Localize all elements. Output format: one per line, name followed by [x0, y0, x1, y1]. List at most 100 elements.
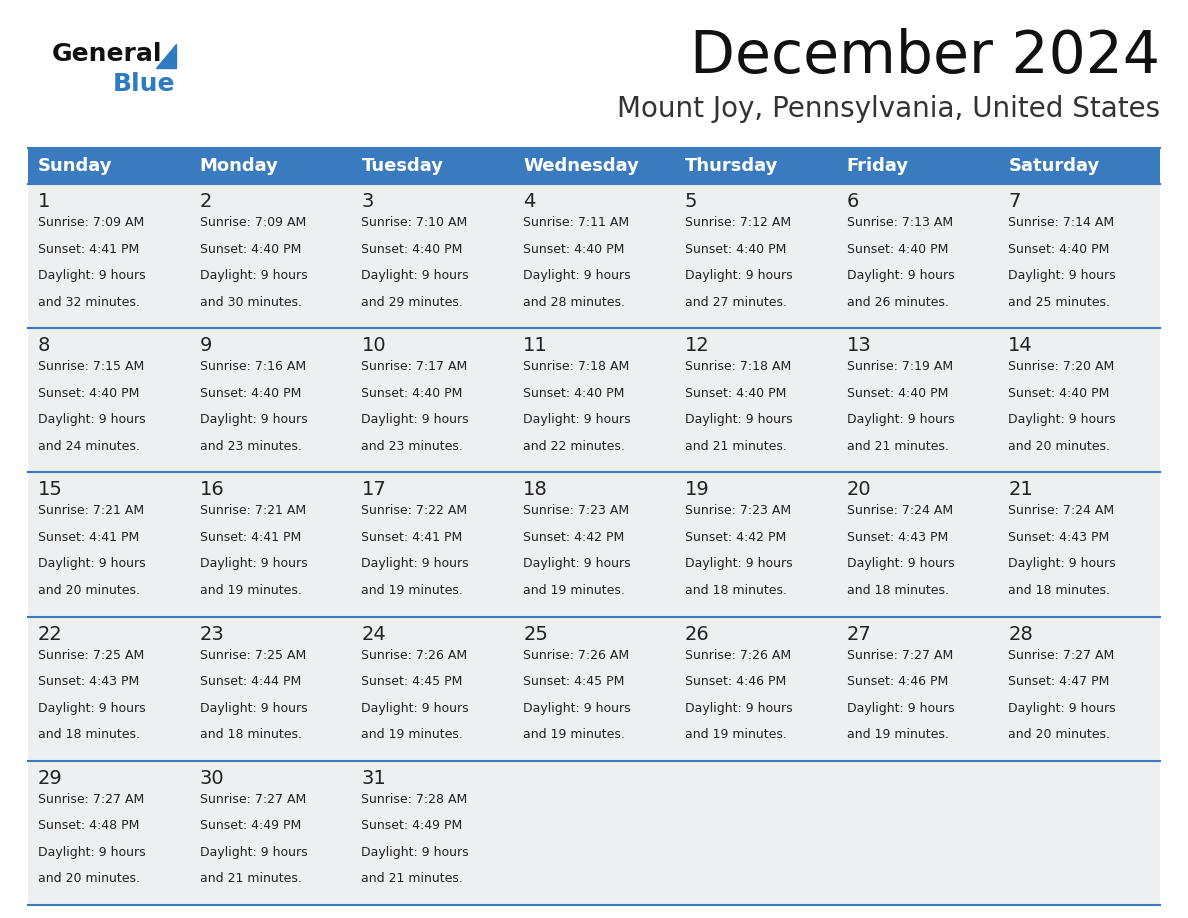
Text: and 27 minutes.: and 27 minutes. — [684, 296, 786, 308]
Text: Sunset: 4:40 PM: Sunset: 4:40 PM — [200, 242, 301, 255]
Text: Sunrise: 7:14 AM: Sunrise: 7:14 AM — [1009, 216, 1114, 229]
Text: 1: 1 — [38, 192, 50, 211]
Text: Sunset: 4:45 PM: Sunset: 4:45 PM — [523, 675, 625, 688]
Text: and 18 minutes.: and 18 minutes. — [200, 728, 302, 741]
Text: Sunset: 4:40 PM: Sunset: 4:40 PM — [847, 386, 948, 399]
Text: 12: 12 — [684, 336, 709, 355]
Text: Sunset: 4:46 PM: Sunset: 4:46 PM — [684, 675, 786, 688]
Bar — [29, 329, 190, 473]
Text: Sunrise: 7:16 AM: Sunrise: 7:16 AM — [200, 360, 305, 374]
Text: Daylight: 9 hours: Daylight: 9 hours — [523, 701, 631, 715]
Text: Daylight: 9 hours: Daylight: 9 hours — [200, 269, 308, 282]
Text: Daylight: 9 hours: Daylight: 9 hours — [847, 269, 954, 282]
Text: Sunset: 4:47 PM: Sunset: 4:47 PM — [1009, 675, 1110, 688]
Bar — [998, 761, 1159, 905]
Text: and 19 minutes.: and 19 minutes. — [200, 584, 302, 597]
Text: and 28 minutes.: and 28 minutes. — [523, 296, 625, 308]
Text: 4: 4 — [523, 192, 536, 211]
Text: Daylight: 9 hours: Daylight: 9 hours — [847, 557, 954, 570]
Text: Friday: Friday — [847, 157, 909, 175]
Text: and 20 minutes.: and 20 minutes. — [1009, 440, 1111, 453]
Text: Sunrise: 7:20 AM: Sunrise: 7:20 AM — [1009, 360, 1114, 374]
Text: and 19 minutes.: and 19 minutes. — [684, 728, 786, 741]
Text: Sunset: 4:40 PM: Sunset: 4:40 PM — [684, 242, 786, 255]
Bar — [513, 329, 675, 473]
Text: Sunrise: 7:12 AM: Sunrise: 7:12 AM — [684, 216, 791, 229]
Text: General: General — [52, 42, 163, 66]
Bar — [29, 148, 190, 184]
Text: Daylight: 9 hours: Daylight: 9 hours — [200, 557, 308, 570]
Bar — [513, 473, 675, 617]
Bar — [352, 473, 513, 617]
Text: Sunset: 4:40 PM: Sunset: 4:40 PM — [847, 242, 948, 255]
Text: and 19 minutes.: and 19 minutes. — [847, 728, 948, 741]
Text: Sunrise: 7:22 AM: Sunrise: 7:22 AM — [361, 504, 468, 518]
Text: Sunset: 4:41 PM: Sunset: 4:41 PM — [361, 531, 462, 544]
Bar — [29, 473, 190, 617]
Text: and 29 minutes.: and 29 minutes. — [361, 296, 463, 308]
Bar — [836, 329, 998, 473]
Text: Sunrise: 7:11 AM: Sunrise: 7:11 AM — [523, 216, 630, 229]
Text: Sunrise: 7:21 AM: Sunrise: 7:21 AM — [38, 504, 144, 518]
Bar — [513, 148, 675, 184]
Text: 3: 3 — [361, 192, 374, 211]
Text: Daylight: 9 hours: Daylight: 9 hours — [200, 701, 308, 715]
Text: Sunset: 4:40 PM: Sunset: 4:40 PM — [1009, 386, 1110, 399]
Text: Sunset: 4:40 PM: Sunset: 4:40 PM — [1009, 242, 1110, 255]
Text: Sunrise: 7:24 AM: Sunrise: 7:24 AM — [1009, 504, 1114, 518]
Text: and 23 minutes.: and 23 minutes. — [200, 440, 302, 453]
Text: Tuesday: Tuesday — [361, 157, 443, 175]
Text: Sunset: 4:40 PM: Sunset: 4:40 PM — [361, 242, 463, 255]
Text: Sunset: 4:40 PM: Sunset: 4:40 PM — [523, 242, 625, 255]
Text: Daylight: 9 hours: Daylight: 9 hours — [361, 701, 469, 715]
Text: 6: 6 — [847, 192, 859, 211]
Text: Sunrise: 7:28 AM: Sunrise: 7:28 AM — [361, 793, 468, 806]
Text: Sunrise: 7:09 AM: Sunrise: 7:09 AM — [200, 216, 307, 229]
Text: Sunrise: 7:26 AM: Sunrise: 7:26 AM — [684, 649, 791, 662]
Text: 5: 5 — [684, 192, 697, 211]
Text: Sunset: 4:42 PM: Sunset: 4:42 PM — [523, 531, 625, 544]
Text: 13: 13 — [847, 336, 871, 355]
Bar — [29, 761, 190, 905]
Bar — [190, 148, 352, 184]
Bar — [836, 761, 998, 905]
Text: Daylight: 9 hours: Daylight: 9 hours — [847, 413, 954, 426]
Text: Sunrise: 7:26 AM: Sunrise: 7:26 AM — [523, 649, 630, 662]
Text: and 19 minutes.: and 19 minutes. — [361, 728, 463, 741]
Text: Wednesday: Wednesday — [523, 157, 639, 175]
Text: 30: 30 — [200, 768, 225, 788]
Text: Sunset: 4:48 PM: Sunset: 4:48 PM — [38, 820, 139, 833]
Text: 10: 10 — [361, 336, 386, 355]
Text: Daylight: 9 hours: Daylight: 9 hours — [361, 413, 469, 426]
Bar — [352, 184, 513, 329]
Text: and 30 minutes.: and 30 minutes. — [200, 296, 302, 308]
Text: and 25 minutes.: and 25 minutes. — [1009, 296, 1111, 308]
Text: 8: 8 — [38, 336, 50, 355]
Text: and 22 minutes.: and 22 minutes. — [523, 440, 625, 453]
Text: and 18 minutes.: and 18 minutes. — [1009, 584, 1111, 597]
Text: and 24 minutes.: and 24 minutes. — [38, 440, 140, 453]
Text: 27: 27 — [847, 624, 871, 644]
Bar — [998, 473, 1159, 617]
Text: 26: 26 — [684, 624, 709, 644]
Text: 7: 7 — [1009, 192, 1020, 211]
Bar — [29, 617, 190, 761]
Text: and 19 minutes.: and 19 minutes. — [523, 584, 625, 597]
Text: Sunrise: 7:18 AM: Sunrise: 7:18 AM — [684, 360, 791, 374]
Text: 29: 29 — [38, 768, 63, 788]
Text: and 23 minutes.: and 23 minutes. — [361, 440, 463, 453]
Bar — [998, 148, 1159, 184]
Text: Sunset: 4:43 PM: Sunset: 4:43 PM — [847, 531, 948, 544]
Bar — [675, 329, 836, 473]
Text: and 26 minutes.: and 26 minutes. — [847, 296, 948, 308]
Text: December 2024: December 2024 — [690, 28, 1159, 85]
Text: 22: 22 — [38, 624, 63, 644]
Text: Sunset: 4:46 PM: Sunset: 4:46 PM — [847, 675, 948, 688]
Bar — [675, 761, 836, 905]
Text: 31: 31 — [361, 768, 386, 788]
Bar — [998, 184, 1159, 329]
Text: Daylight: 9 hours: Daylight: 9 hours — [200, 413, 308, 426]
Text: 24: 24 — [361, 624, 386, 644]
Text: Daylight: 9 hours: Daylight: 9 hours — [361, 557, 469, 570]
Bar — [352, 329, 513, 473]
